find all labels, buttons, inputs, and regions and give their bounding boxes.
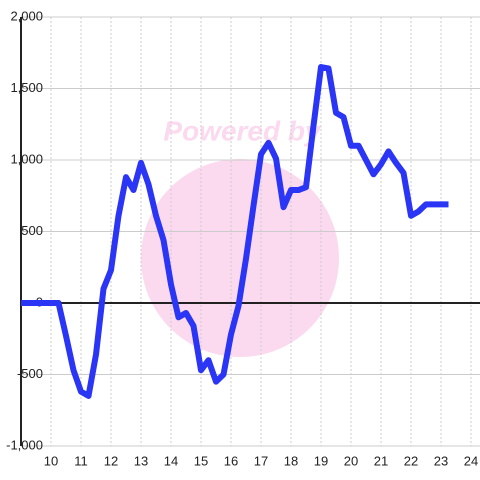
x-tick-label: 13	[134, 453, 148, 468]
x-tick-label: 16	[224, 453, 238, 468]
y-tick-label: -500	[17, 366, 43, 381]
y-tick-label: 2,000	[10, 8, 43, 23]
y-tick-label: 1,500	[10, 80, 43, 95]
x-tick-label: 10	[44, 453, 58, 468]
x-tick-label: 20	[344, 453, 358, 468]
watermark: Powered by	[141, 115, 339, 357]
x-tick-label: 11	[74, 453, 88, 468]
watermark-logo	[141, 159, 339, 357]
x-tick-label: 17	[254, 453, 268, 468]
x-tick-label: 19	[314, 453, 328, 468]
x-tick-label: 23	[434, 453, 448, 468]
x-tick-label: 22	[404, 453, 418, 468]
y-tick-label: -1,000	[6, 437, 43, 452]
data-line	[21, 64, 449, 399]
y-tick-label: 1,000	[10, 151, 43, 166]
x-tick-label: 15	[194, 453, 208, 468]
x-tick-label: 21	[374, 453, 388, 468]
x-tick-label: 12	[104, 453, 118, 468]
x-tick-label: 24	[464, 453, 478, 468]
watermark-text: Powered by	[163, 115, 322, 146]
x-tick-label: 14	[164, 453, 178, 468]
x-tick-label: 18	[284, 453, 298, 468]
y-tick-label: 500	[21, 223, 43, 238]
